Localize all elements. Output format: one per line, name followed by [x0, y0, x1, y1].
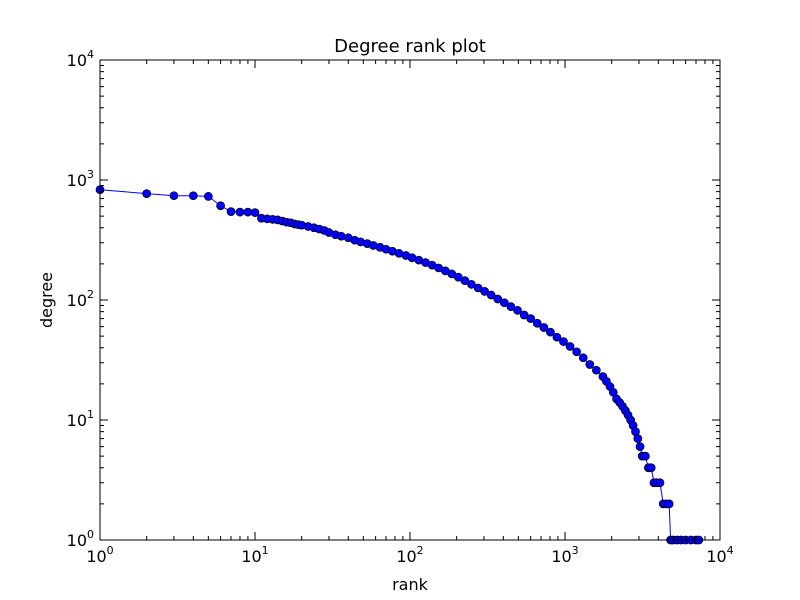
y-tick-label: 104 [67, 48, 94, 70]
x-tick-label: 104 [706, 544, 733, 566]
data-point [216, 201, 225, 211]
data-point [188, 191, 198, 201]
data-point [460, 276, 470, 285]
y-tick-label: 101 [67, 408, 94, 430]
chart-title: Degree rank plot [334, 36, 486, 57]
data-point [235, 207, 245, 217]
data-point [226, 207, 236, 216]
y-tick-label: 103 [67, 168, 94, 190]
plot-area [95, 185, 704, 545]
data-point [578, 353, 588, 363]
y-tick-label: 102 [67, 288, 94, 310]
x-axis-label: rank [392, 575, 429, 594]
data-point [486, 290, 496, 300]
data-point [546, 327, 555, 337]
data-point [559, 337, 568, 346]
data-point [532, 318, 542, 328]
tick-labels: 100 101 102 103 104 100 101 102 103 104 [67, 48, 734, 566]
data-point [526, 314, 536, 323]
x-tick-label: 102 [396, 544, 423, 566]
data-point [142, 189, 152, 198]
data-point [499, 298, 509, 308]
x-tick-label: 101 [241, 544, 268, 566]
data-point [635, 442, 645, 451]
data-point [336, 231, 346, 241]
data-point [513, 305, 522, 315]
data-point [493, 294, 503, 304]
data-point [552, 332, 562, 342]
y-tick-label: 100 [67, 528, 94, 550]
axis-ticks [99, 59, 721, 541]
data-point [664, 499, 674, 509]
data-point [641, 451, 650, 461]
data-point [203, 192, 213, 201]
y-axis-label: degree [37, 272, 56, 328]
data-point [655, 478, 665, 488]
plot-frame [99, 59, 721, 541]
data-point [480, 287, 489, 296]
data-point [646, 463, 656, 473]
data-point [585, 360, 595, 369]
data-point [591, 365, 601, 375]
data-point [467, 280, 476, 289]
data-point [633, 434, 643, 443]
x-tick-label: 103 [551, 544, 578, 566]
data-point [169, 191, 179, 201]
data-point [539, 323, 549, 332]
data-point [506, 302, 516, 312]
x-tick-label: 100 [86, 544, 113, 566]
data-point [565, 342, 575, 351]
data-point [250, 208, 260, 217]
data-point [519, 310, 529, 320]
series-line [99, 189, 699, 541]
data-point [572, 347, 582, 357]
